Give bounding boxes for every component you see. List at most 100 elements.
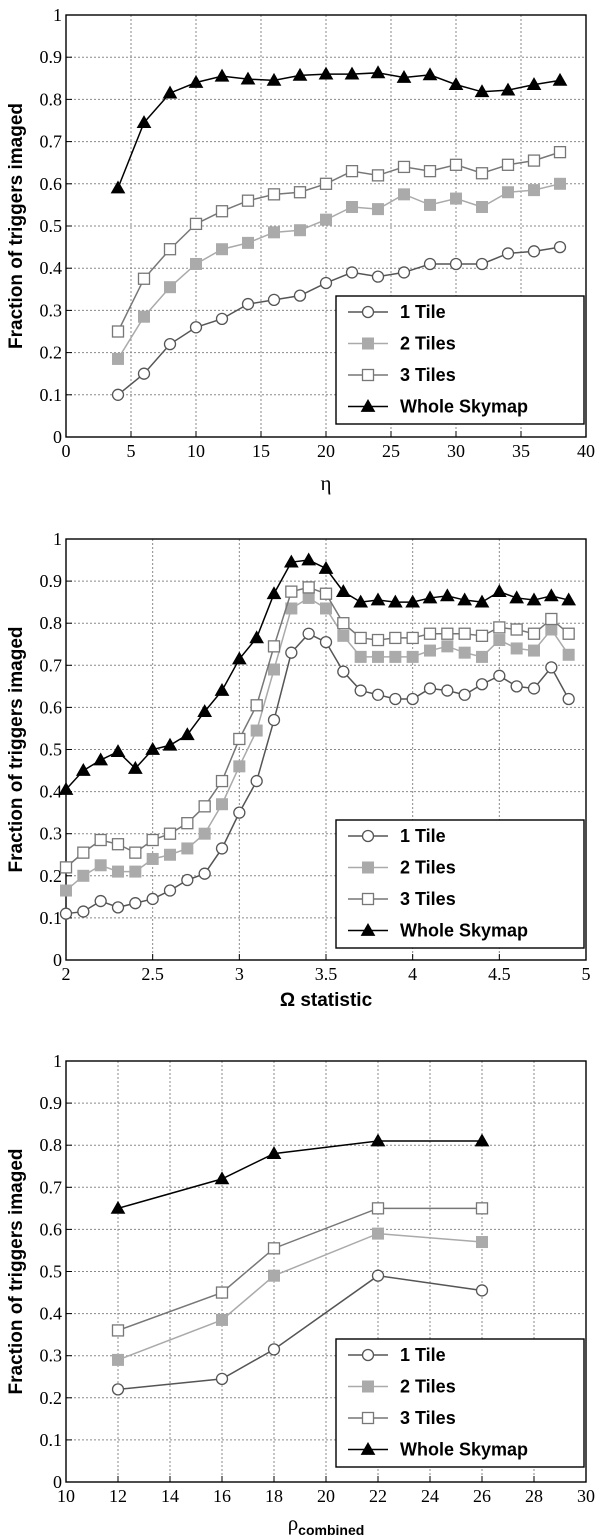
x-tick-label: 24 — [421, 1486, 439, 1506]
y-tick-label: 0.2 — [40, 1388, 63, 1408]
legend-label: 1 Tile — [400, 826, 446, 846]
data-point — [267, 188, 281, 201]
data-point — [59, 907, 73, 920]
data-point — [268, 663, 280, 676]
data-point — [457, 592, 473, 606]
data-point — [449, 158, 463, 171]
data-point — [164, 281, 176, 294]
legend-marker — [362, 1380, 374, 1393]
data-point — [371, 270, 385, 283]
data-point — [476, 201, 488, 214]
data-point — [476, 1236, 488, 1249]
data-point — [240, 71, 256, 85]
data-point — [422, 590, 438, 604]
data-point — [372, 203, 384, 216]
data-point — [214, 1171, 230, 1185]
y-tick-label: 0.9 — [40, 571, 63, 591]
data-point — [215, 205, 229, 218]
y-tick-label: 0.9 — [40, 47, 63, 67]
chart-3: 10 12 14 16 18 20 22 24 26 28 30 0 0.1 0.2 0.3 0.4 0.5 0.… — [6, 1051, 595, 1538]
data-point — [337, 629, 350, 642]
data-point — [320, 213, 332, 226]
data-point — [163, 884, 177, 897]
data-point — [561, 592, 577, 606]
data-point — [509, 590, 525, 604]
series-line — [117, 1207, 482, 1332]
y-tick-label: 0.8 — [40, 89, 63, 109]
y-tick-label: 0.2 — [40, 343, 63, 363]
legend-label: 3 Tiles — [400, 365, 456, 385]
x-tick-label: 5 — [582, 964, 591, 984]
data-point — [110, 744, 126, 757]
data-point — [423, 164, 437, 178]
data-point — [423, 627, 437, 640]
data-point — [493, 621, 506, 634]
data-point — [215, 842, 229, 855]
data-point — [111, 1324, 125, 1337]
data-point — [94, 894, 107, 908]
data-point — [501, 247, 515, 260]
data-point — [510, 623, 523, 636]
data-point — [293, 186, 307, 199]
data-point — [389, 650, 402, 663]
x-tick-label: 2.5 — [141, 964, 164, 984]
data-point — [553, 145, 567, 159]
data-point — [163, 243, 177, 256]
data-point — [450, 192, 462, 205]
x-axis-title: η — [321, 471, 332, 495]
data-point — [129, 897, 142, 910]
data-point — [249, 630, 265, 644]
data-point — [475, 167, 489, 180]
data-point — [77, 869, 90, 882]
data-point — [493, 669, 506, 682]
y-tick-label: 0.3 — [40, 1346, 63, 1366]
data-point — [285, 585, 298, 598]
x-tick-label: 12 — [109, 1486, 127, 1506]
legend-marker — [360, 1441, 376, 1455]
x-tick-label: 25 — [382, 441, 400, 461]
x-tick-label: 2 — [62, 964, 71, 984]
data-point — [406, 692, 419, 706]
data-point — [353, 594, 369, 608]
legend-marker — [360, 922, 376, 936]
data-point — [371, 1202, 385, 1215]
data-point — [423, 257, 437, 271]
series-three-tiles — [111, 145, 567, 338]
series-whole-skymap — [110, 65, 568, 194]
series-two-tiles — [60, 591, 575, 897]
data-point — [198, 827, 211, 840]
x-tick-label: 26 — [473, 1486, 491, 1506]
legend-label: 3 Tiles — [400, 1408, 456, 1428]
data-point — [58, 781, 74, 795]
data-point — [441, 627, 454, 640]
data-point — [112, 352, 124, 365]
data-point — [181, 817, 194, 830]
x-tick-label: 15 — [252, 441, 270, 461]
data-point — [267, 293, 281, 307]
y-tick-label: 0.1 — [40, 385, 63, 405]
data-point — [345, 266, 359, 279]
data-point — [292, 67, 308, 81]
legend-label: 1 Tile — [400, 302, 446, 322]
data-point — [371, 688, 385, 701]
y-tick-label: 0.7 — [40, 132, 63, 152]
legend-label: Whole Skymap — [400, 921, 528, 941]
y-tick-label: 0.6 — [40, 697, 63, 717]
data-point — [441, 684, 454, 697]
data-point — [545, 623, 558, 636]
series-one-tile — [111, 1269, 489, 1396]
series-line — [117, 1140, 482, 1210]
data-point — [59, 861, 73, 874]
data-point — [111, 1383, 125, 1396]
data-point — [188, 75, 204, 88]
data-point — [406, 650, 419, 663]
y-tick-label: 0.9 — [40, 1093, 63, 1113]
data-point — [216, 243, 228, 256]
data-point — [268, 1269, 280, 1282]
data-point — [129, 865, 142, 878]
data-point — [318, 560, 334, 574]
data-point — [181, 842, 194, 855]
legend-marker — [361, 892, 375, 906]
data-point — [146, 852, 159, 865]
